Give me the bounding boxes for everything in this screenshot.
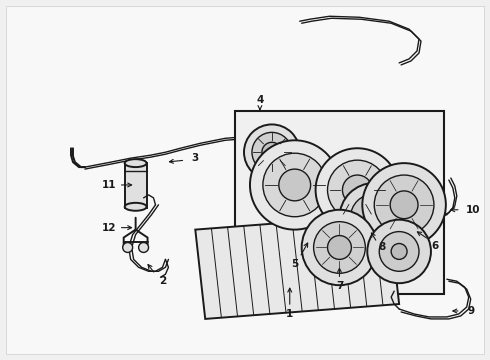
Circle shape xyxy=(316,148,399,231)
Circle shape xyxy=(379,231,419,271)
Ellipse shape xyxy=(124,159,147,167)
Circle shape xyxy=(327,160,387,220)
Circle shape xyxy=(279,169,311,201)
Bar xyxy=(235,111,444,294)
Text: 5: 5 xyxy=(291,259,298,269)
Text: 6: 6 xyxy=(431,242,439,252)
Circle shape xyxy=(362,163,446,247)
Ellipse shape xyxy=(124,203,147,211)
Circle shape xyxy=(302,210,377,285)
Circle shape xyxy=(250,140,340,230)
Text: 10: 10 xyxy=(466,205,480,215)
Circle shape xyxy=(122,243,133,252)
Polygon shape xyxy=(196,215,399,319)
Text: 2: 2 xyxy=(159,276,166,286)
Circle shape xyxy=(374,175,434,235)
Circle shape xyxy=(327,235,351,260)
Circle shape xyxy=(262,142,282,162)
Circle shape xyxy=(365,208,384,228)
Circle shape xyxy=(343,175,372,205)
Text: 3: 3 xyxy=(192,153,199,163)
Bar xyxy=(124,163,147,208)
Circle shape xyxy=(340,183,409,252)
Circle shape xyxy=(244,125,300,180)
Text: 8: 8 xyxy=(379,243,386,252)
Circle shape xyxy=(391,243,407,260)
Circle shape xyxy=(139,243,148,252)
Text: 4: 4 xyxy=(256,95,264,105)
Circle shape xyxy=(252,132,292,172)
Text: 12: 12 xyxy=(101,222,116,233)
Text: 11: 11 xyxy=(101,180,116,190)
Circle shape xyxy=(390,191,418,219)
Text: 9: 9 xyxy=(467,306,474,316)
Text: 1: 1 xyxy=(286,309,294,319)
Circle shape xyxy=(263,153,326,217)
Circle shape xyxy=(350,194,398,242)
Circle shape xyxy=(314,222,366,273)
Circle shape xyxy=(368,220,431,283)
Text: 7: 7 xyxy=(336,281,343,291)
